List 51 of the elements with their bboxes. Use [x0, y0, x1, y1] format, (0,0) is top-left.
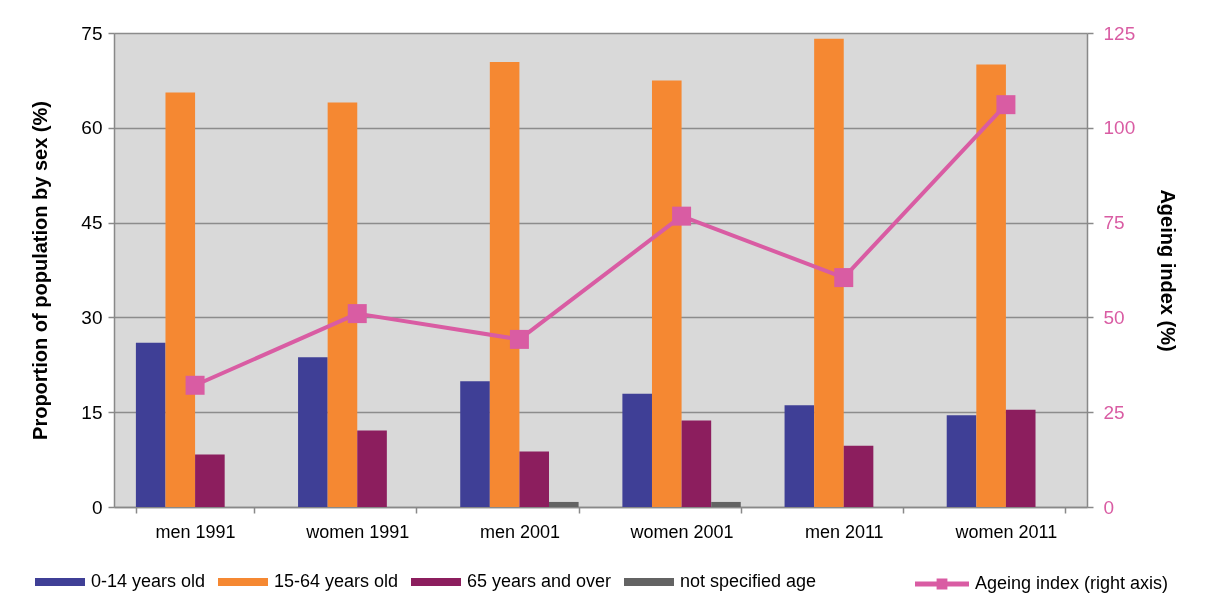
point: [672, 206, 692, 226]
bar: [327, 102, 358, 507]
bar: [946, 415, 977, 507]
point: [834, 268, 854, 288]
y2-tick-label: 100: [1103, 117, 1136, 139]
bar: [165, 92, 196, 507]
y2-axis-title: Ageing index (%): [1157, 189, 1180, 352]
x-tick-label: men 2001: [479, 521, 560, 542]
bar: [135, 342, 166, 507]
y-tick-label: 0: [91, 496, 103, 518]
legend-label: 65 years and over: [467, 571, 612, 591]
y2-tick-label: 125: [1103, 22, 1136, 44]
bar: [976, 64, 1006, 507]
bar: [357, 430, 387, 507]
bar: [460, 381, 490, 507]
x-tick-label: men 1991: [155, 521, 236, 542]
x-tick-label: men 2011: [804, 521, 884, 542]
bar: [814, 38, 844, 507]
y2-tick-label: 25: [1103, 401, 1125, 423]
legend-label: 0-14 years old: [91, 571, 206, 591]
point: [996, 95, 1016, 115]
legend-label: not specified age: [680, 571, 817, 591]
y-tick-label: 30: [81, 306, 103, 328]
legend-label: Ageing index (right axis): [975, 573, 1169, 593]
bar: [489, 62, 520, 507]
bar: [298, 357, 328, 507]
y-tick-label: 60: [81, 117, 103, 139]
bar: [651, 80, 682, 507]
x-tick-label: women 2001: [629, 521, 734, 542]
bar: [784, 405, 815, 507]
bar: [1005, 409, 1036, 507]
bar: [549, 501, 579, 507]
bar: [711, 501, 741, 507]
x-tick-label: women 1991: [305, 521, 410, 542]
bar: [622, 393, 652, 507]
y-tick-label: 15: [81, 401, 103, 423]
point: [347, 304, 367, 324]
point: [509, 329, 529, 349]
legend-label: 15-64 years old: [274, 571, 399, 591]
bar: [681, 420, 712, 507]
bar: [843, 445, 874, 507]
y-tick-label: 75: [81, 22, 103, 44]
bar: [195, 454, 225, 507]
y2-tick-label: 50: [1103, 306, 1125, 328]
point: [185, 375, 205, 395]
bar: [519, 451, 550, 507]
y2-tick-label: 75: [1103, 212, 1125, 234]
y-axis-title: Proportion of population by sex (%): [29, 101, 52, 440]
y-tick-label: 45: [81, 212, 103, 234]
x-tick-label: women 2011: [954, 521, 1058, 542]
y2-tick-label: 0: [1103, 496, 1115, 518]
